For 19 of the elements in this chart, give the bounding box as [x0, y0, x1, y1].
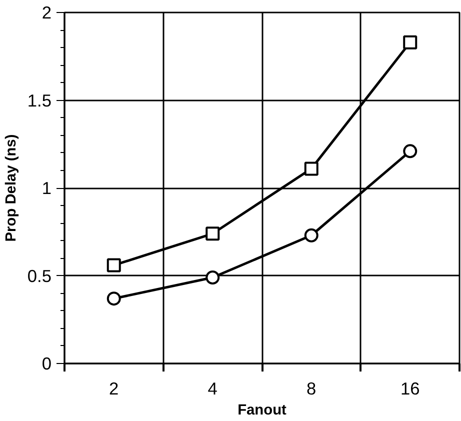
point — [206, 270, 220, 284]
point — [304, 228, 318, 242]
y-tick-label: 1 — [42, 178, 52, 198]
x-tick-label: 8 — [306, 378, 316, 398]
point — [206, 226, 220, 241]
point — [106, 258, 121, 272]
point — [403, 35, 418, 50]
point — [304, 162, 318, 176]
x-axis-title: Fanout — [238, 402, 287, 418]
point — [403, 144, 418, 158]
y-tick-label: 1.5 — [27, 90, 52, 110]
y-tick-label: 2 — [42, 2, 52, 22]
x-tick-label: 2 — [109, 378, 119, 398]
y-tick-label: 0 — [42, 354, 52, 374]
y-tick-label: 0.5 — [27, 266, 52, 286]
x-tick-label: 4 — [208, 378, 218, 398]
x-tick-label: 16 — [400, 378, 420, 398]
point — [106, 292, 121, 306]
y-axis-title: Prop Delay (ns) — [3, 134, 20, 242]
